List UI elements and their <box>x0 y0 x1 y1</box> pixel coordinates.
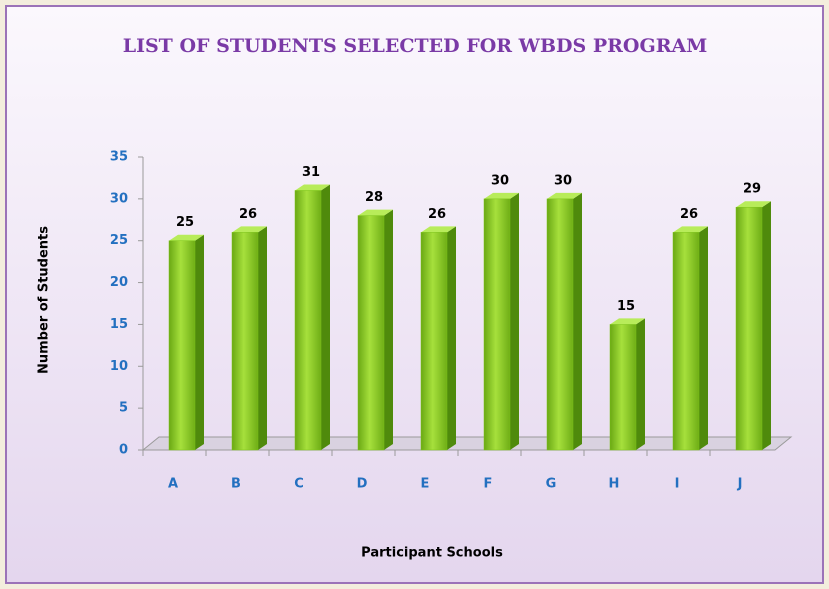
x-tick-label: H <box>609 477 620 492</box>
x-axis-label: Participant Schools <box>361 546 503 561</box>
x-tick-label: E <box>421 477 430 492</box>
bar-side <box>195 234 204 450</box>
y-tick-label: 25 <box>110 233 128 248</box>
x-tick-label: C <box>294 477 304 492</box>
bar <box>357 215 385 451</box>
bar-side <box>762 201 771 450</box>
y-tick-label: 5 <box>119 401 128 416</box>
data-label: 25 <box>176 215 194 230</box>
data-label: 30 <box>491 173 509 188</box>
bar-top <box>295 184 330 191</box>
bar <box>294 190 322 451</box>
y-tick-label: 10 <box>110 359 128 374</box>
bar-side <box>321 184 330 450</box>
data-label: 26 <box>680 207 698 222</box>
bar <box>609 324 637 451</box>
bar-side <box>699 226 708 450</box>
data-label: 15 <box>617 299 635 314</box>
bar <box>672 232 700 451</box>
data-label: 30 <box>554 173 572 188</box>
bar <box>483 198 511 451</box>
bar <box>546 198 574 451</box>
bar-top <box>673 226 708 233</box>
bar <box>168 240 196 451</box>
bar-side <box>258 226 267 450</box>
bar-side <box>636 318 645 450</box>
x-tick-label: A <box>168 477 178 492</box>
bar-top <box>547 192 582 199</box>
y-tick-label: 0 <box>119 443 128 458</box>
x-tick-label: D <box>357 477 368 492</box>
bar-top <box>736 201 771 208</box>
bar-top <box>610 318 645 325</box>
bar-top <box>358 209 393 216</box>
bar <box>231 232 259 451</box>
x-tick-label: J <box>737 477 743 492</box>
bar-top <box>421 226 456 233</box>
bar <box>420 232 448 451</box>
data-label: 26 <box>239 207 257 222</box>
x-tick-label: B <box>231 477 241 492</box>
bar-top <box>169 234 204 241</box>
bar <box>735 206 763 451</box>
y-axis-label: Number of Students <box>37 226 52 374</box>
x-tick-label: F <box>484 477 493 492</box>
y-tick-label: 20 <box>110 275 128 290</box>
bar-top <box>484 192 519 199</box>
bar-side <box>510 192 519 450</box>
data-label: 29 <box>743 182 761 197</box>
x-tick-label: I <box>675 477 680 492</box>
data-label: 26 <box>428 207 446 222</box>
bar-top <box>232 226 267 233</box>
y-tick-label: 35 <box>110 150 128 165</box>
data-label: 28 <box>365 190 383 205</box>
data-label: 31 <box>302 165 320 180</box>
bar-side <box>573 192 582 450</box>
y-tick-label: 15 <box>110 317 128 332</box>
y-tick-label: 30 <box>110 191 128 206</box>
chart-title: LIST OF STUDENTS SELECTED FOR WBDS PROGR… <box>123 35 708 57</box>
x-tick-label: G <box>546 477 557 492</box>
bar-side <box>447 226 456 450</box>
bar-side <box>384 209 393 450</box>
